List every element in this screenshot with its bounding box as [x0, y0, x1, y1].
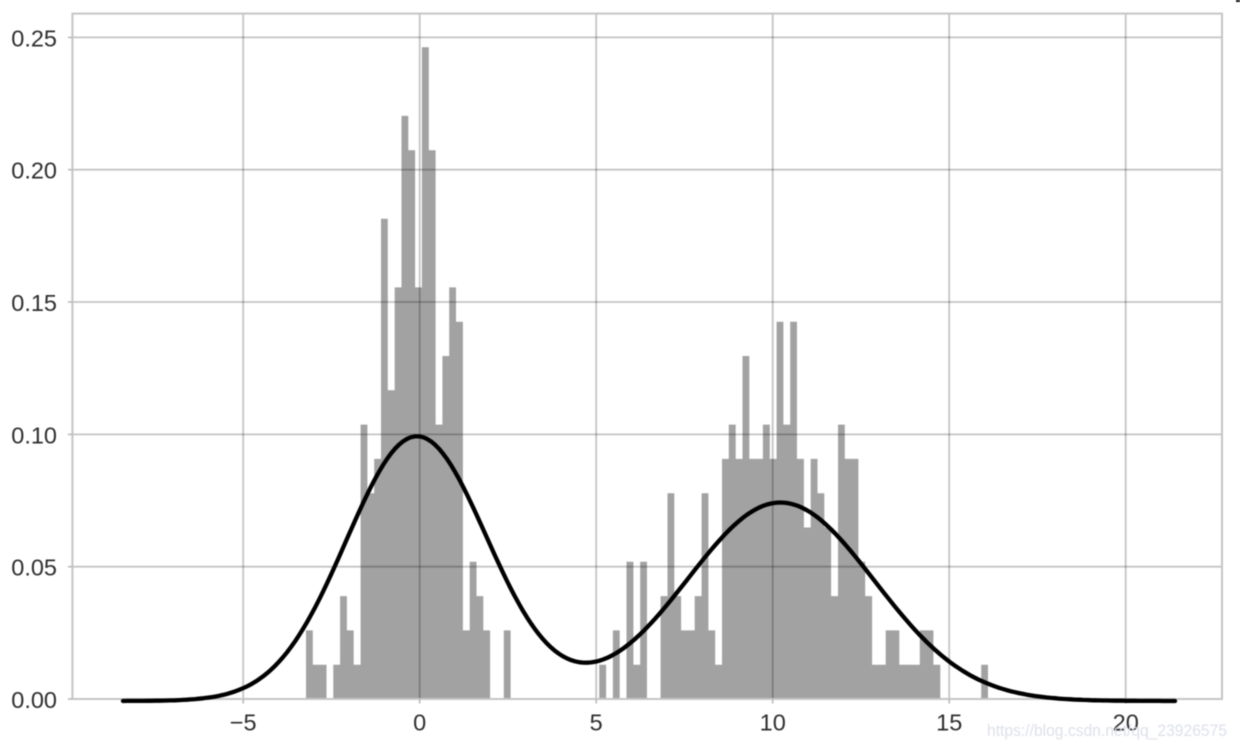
- svg-text:20: 20: [1113, 710, 1139, 736]
- svg-text:0: 0: [413, 710, 426, 736]
- svg-text:15: 15: [936, 710, 962, 736]
- svg-text:0.25: 0.25: [11, 25, 57, 51]
- svg-text:5: 5: [590, 710, 603, 736]
- svg-text:10: 10: [760, 710, 786, 736]
- svg-text:0.00: 0.00: [11, 687, 57, 713]
- svg-text:0.10: 0.10: [11, 422, 57, 448]
- svg-text:0.05: 0.05: [11, 555, 57, 581]
- svg-text:−5: −5: [230, 710, 257, 736]
- svg-text:0.15: 0.15: [11, 290, 57, 316]
- svg-text:0.20: 0.20: [11, 158, 57, 184]
- svg-text:https://blog.csdn.net/qq_23926: https://blog.csdn.net/qq_23926575: [987, 721, 1227, 740]
